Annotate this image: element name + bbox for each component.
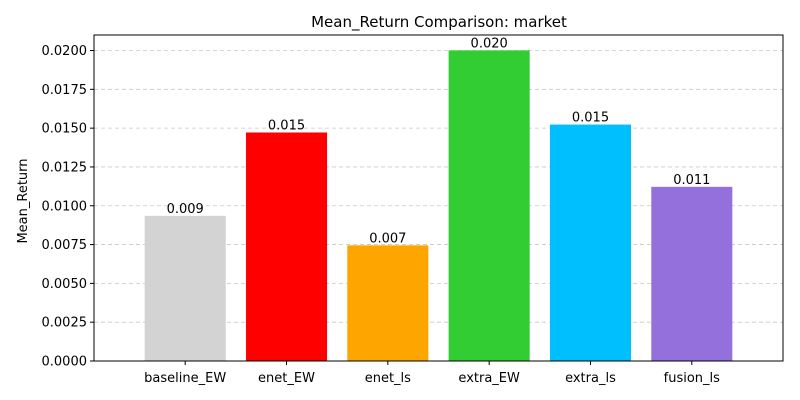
x-tick-label-baseline_EW: baseline_EW <box>144 371 226 386</box>
y-axis: 0.0000 0.0025 0.0050 0.0075 0.0100 0.0125 0.01… <box>42 44 94 370</box>
y-tick-label: 0.0100 <box>42 199 88 214</box>
data-label-extra_EW: 0.020 <box>471 36 508 51</box>
y-tick-label: 0.0125 <box>42 160 88 175</box>
bar-enet_ls <box>347 245 429 361</box>
y-tick-label: 0.0075 <box>42 238 88 253</box>
y-tick-label: 0.0150 <box>42 122 88 137</box>
data-label-extra_ls: 0.015 <box>572 111 609 126</box>
plot-frame <box>93 34 784 362</box>
data-label-enet_EW: 0.015 <box>268 118 305 133</box>
data-label-baseline_EW: 0.009 <box>167 202 204 217</box>
y-tick-label: 0.0050 <box>42 277 88 292</box>
bar-baseline_EW <box>144 215 226 361</box>
bars-layer <box>144 50 733 362</box>
chart-title: Mean_Return Comparison: market <box>311 13 567 32</box>
bar-fusion_ls <box>651 186 733 361</box>
y-axis-label: Mean_Return <box>16 158 31 243</box>
bar-extra_ls <box>549 124 632 361</box>
bar-extra_EW <box>448 50 530 362</box>
data-label-fusion_ls: 0.011 <box>673 173 710 188</box>
x-tick-label-fusion_ls: fusion_ls <box>664 371 721 386</box>
x-tick-label-enet_EW: enet_EW <box>258 371 315 386</box>
data-label-enet_ls: 0.007 <box>369 231 406 246</box>
y-tick-label: 0.0200 <box>42 44 88 59</box>
bar-enet_EW <box>245 132 328 361</box>
x-tick-label-enet_ls: enet_ls <box>365 371 411 386</box>
y-tick-label: 0.0175 <box>42 83 88 98</box>
x-axis: baseline_EW enet_EW enet_ls extra_EW extra_l… <box>144 361 720 386</box>
y-tick-label: 0.0000 <box>42 355 88 370</box>
y-tick-label: 0.0025 <box>42 316 88 331</box>
data-labels-layer: 0.009 0.015 0.007 0.020 0.015 0.011 <box>167 36 711 246</box>
x-tick-label-extra_EW: extra_EW <box>458 371 520 386</box>
x-tick-label-extra_ls: extra_ls <box>565 371 616 386</box>
